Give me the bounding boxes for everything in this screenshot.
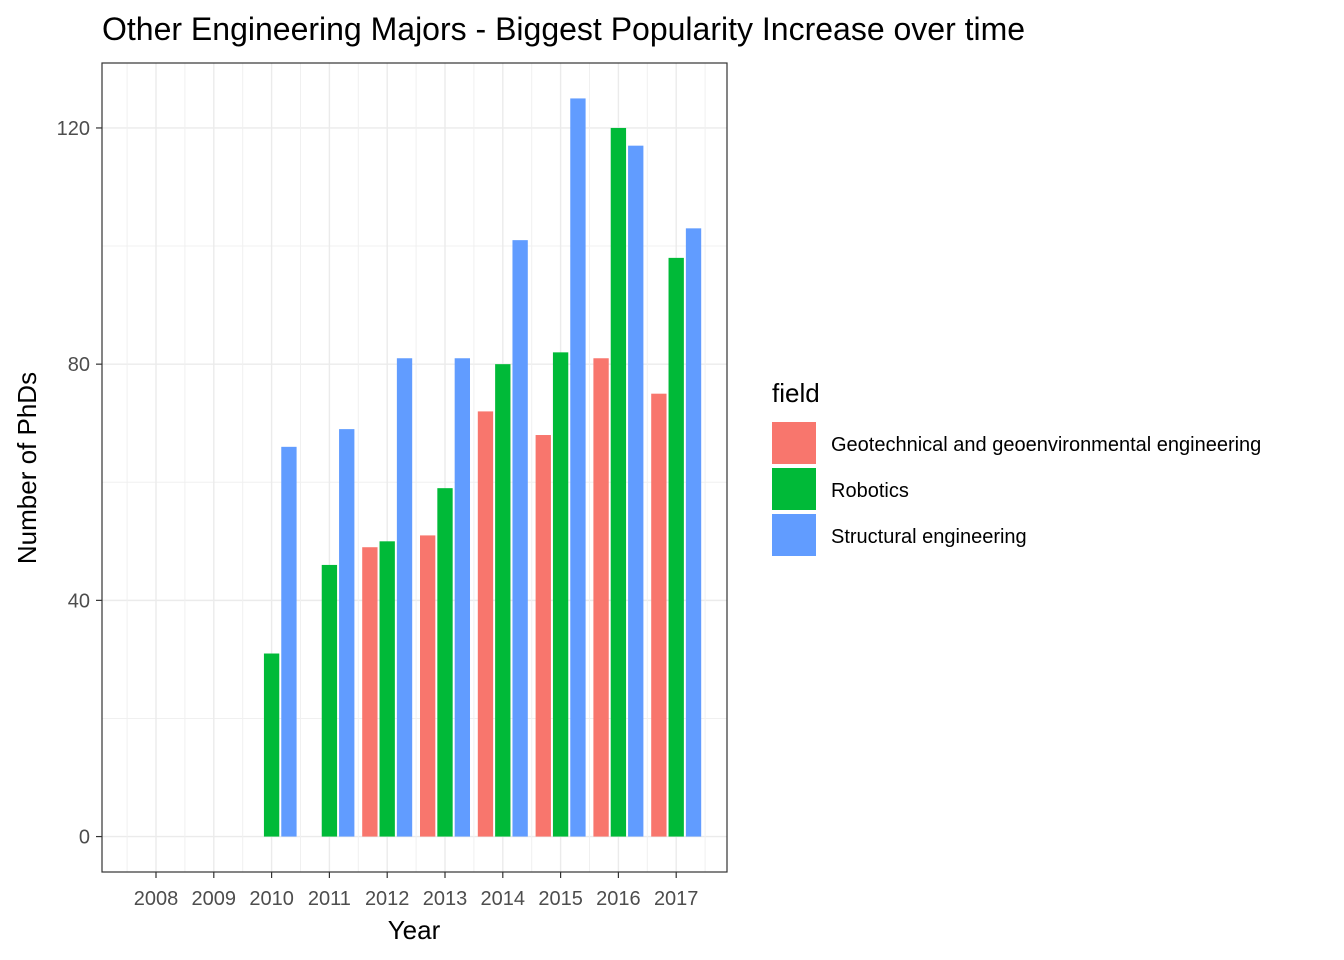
plot-border xyxy=(101,62,728,873)
bar xyxy=(512,240,528,837)
bar xyxy=(477,411,494,837)
bar xyxy=(454,358,470,837)
bar xyxy=(321,564,338,837)
bar xyxy=(685,228,702,837)
x-tick-label: 2012 xyxy=(365,888,410,910)
y-axis-title: Number of PhDs xyxy=(12,372,42,564)
bar xyxy=(263,653,280,837)
x-tick-label: 2017 xyxy=(654,888,699,910)
bar xyxy=(628,145,644,837)
plot-panel xyxy=(101,62,728,873)
bar xyxy=(651,393,667,837)
bar xyxy=(610,127,627,837)
x-tick-label: 2011 xyxy=(308,888,351,910)
legend-label: Structural engineering xyxy=(831,526,1027,548)
y-tick-label: 120 xyxy=(57,118,90,140)
y-tick-label: 80 xyxy=(68,354,90,376)
bar xyxy=(437,488,453,837)
legend-swatch xyxy=(772,468,816,510)
legend: field Geotechnical and geoenvironmental … xyxy=(772,378,1261,556)
legend-items: Geotechnical and geoenvironmental engine… xyxy=(772,422,1261,556)
x-tick-label: 2013 xyxy=(423,888,468,910)
y-axis: 0 40 80 120 xyxy=(57,118,102,849)
bar xyxy=(379,541,395,837)
bar xyxy=(495,364,511,837)
bar xyxy=(281,446,297,837)
x-tick-label: 2016 xyxy=(596,888,641,910)
y-tick-label: 40 xyxy=(68,590,90,612)
bar xyxy=(339,429,355,837)
legend-title: field xyxy=(772,378,820,408)
bar xyxy=(570,98,586,837)
bar xyxy=(668,257,684,837)
x-tick-label: 2009 xyxy=(192,888,237,910)
legend-swatch xyxy=(772,514,816,556)
bar xyxy=(420,535,436,837)
x-tick-label: 2010 xyxy=(249,888,294,910)
bar xyxy=(362,547,378,837)
x-axis: 2008 2009 2010 2011 2012 2013 2014 2015 2016 2017 xyxy=(134,872,699,910)
bar xyxy=(535,435,551,837)
bars-layer xyxy=(263,98,702,837)
x-axis-title: Year xyxy=(388,915,441,945)
y-tick-label: 0 xyxy=(79,827,90,849)
x-tick-label: 2014 xyxy=(481,888,526,910)
chart-title: Other Engineering Majors - Biggest Popul… xyxy=(102,11,1025,47)
bar xyxy=(552,352,569,837)
x-tick-label: 2008 xyxy=(134,888,179,910)
x-tick-label: 2015 xyxy=(538,888,583,910)
bar xyxy=(396,358,413,837)
legend-label: Geotechnical and geoenvironmental engine… xyxy=(831,434,1261,456)
bar xyxy=(593,358,609,837)
legend-label: Robotics xyxy=(831,480,909,502)
legend-swatch xyxy=(772,422,816,464)
